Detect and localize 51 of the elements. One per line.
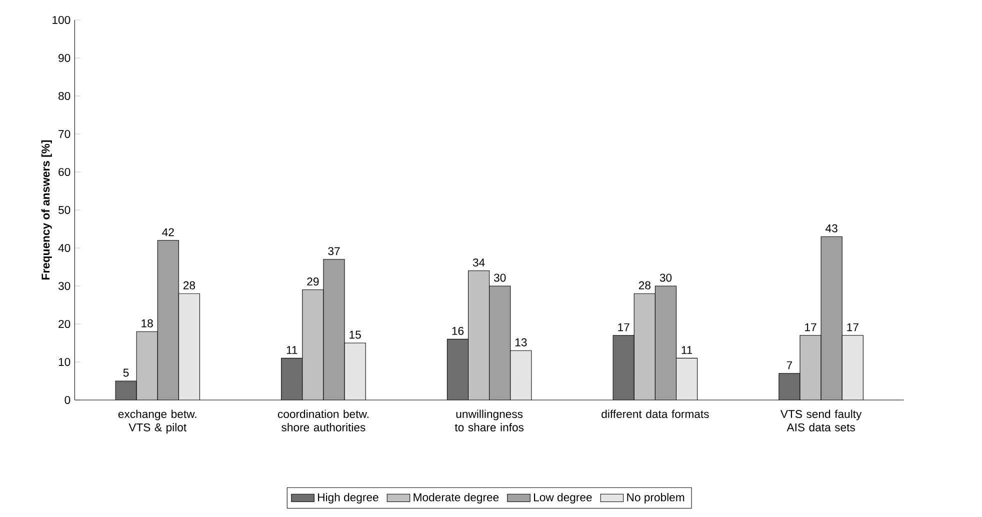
data-label: 17	[805, 323, 816, 332]
bar	[178, 294, 200, 400]
data-label: 29	[307, 278, 319, 286]
legend-label: Low degree	[534, 492, 592, 504]
data-label: 28	[638, 281, 650, 290]
y-tick-label: 60	[58, 168, 70, 176]
data-label: 28	[183, 281, 196, 290]
data-label: 11	[682, 346, 692, 354]
y-tick-label: 50	[58, 206, 70, 214]
y-tick-label: 80	[58, 92, 70, 100]
data-label: 17	[618, 323, 630, 332]
bar	[302, 290, 324, 400]
bar	[676, 358, 698, 400]
data-label: 37	[328, 247, 340, 256]
y-tick-label: 10	[58, 358, 70, 366]
y-tick-label: 90	[58, 54, 70, 62]
y-tick-label: 30	[58, 282, 70, 290]
data-label: 5	[123, 368, 129, 377]
data-label: 30	[494, 274, 506, 282]
data-label: 43	[826, 224, 838, 232]
x-tick-label: VTS send faulty AIS data sets	[780, 410, 862, 432]
legend-label: High degree	[318, 492, 378, 504]
y-axis-title: Frequency of answers [%]	[41, 140, 52, 280]
data-label: 15	[350, 330, 361, 339]
x-tick-label: coordination betw. shore authorities	[278, 410, 368, 432]
y-tick-label: 20	[58, 320, 70, 328]
data-label: 7	[786, 361, 792, 370]
y-tick-label: 0	[64, 396, 70, 404]
data-label: 18	[142, 319, 153, 328]
bar	[634, 294, 656, 400]
bar	[344, 342, 366, 400]
bar	[800, 335, 822, 400]
y-tick-label: 100	[52, 16, 70, 24]
bar	[510, 350, 532, 400]
legend-label: No problem	[627, 492, 684, 504]
bar	[136, 332, 158, 400]
x-tick-label: different data formats	[602, 410, 709, 418]
x-tick-label: unwillingness to share infos	[454, 410, 524, 432]
y-tick-label: 40	[58, 244, 70, 252]
data-label: 16	[452, 326, 464, 335]
data-label: 17	[847, 323, 858, 332]
x-tick-label: exchange betw. VTS & pilot	[118, 410, 196, 434]
y-tick-label: 70	[58, 130, 70, 138]
data-label: 11	[286, 346, 298, 354]
data-label: 42	[162, 228, 174, 236]
bar	[468, 270, 490, 400]
data-label: 30	[660, 274, 672, 282]
data-label: 13	[515, 338, 527, 346]
bar	[842, 335, 864, 400]
data-label: 34	[472, 258, 485, 267]
legend-label: Moderate degree	[414, 492, 499, 504]
